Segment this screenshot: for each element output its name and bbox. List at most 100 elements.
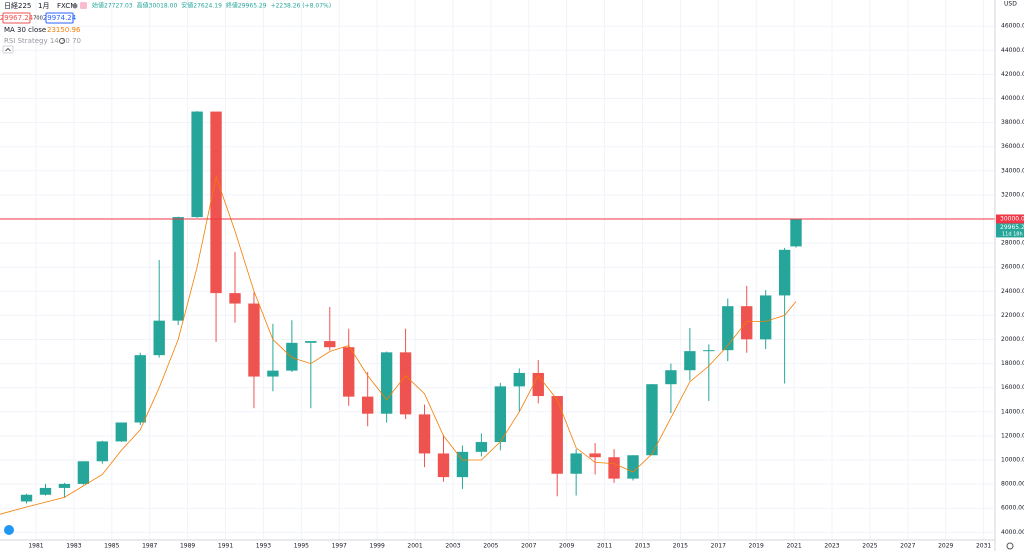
- candle-body: [191, 111, 203, 218]
- x-tick-label: 2017: [711, 543, 726, 550]
- x-tick-label: 1991: [218, 543, 233, 550]
- candle-body: [343, 347, 355, 397]
- candle-body: [96, 441, 109, 462]
- ma-line: [0, 175, 797, 515]
- candle-body: [778, 249, 791, 296]
- candle-body: [494, 386, 507, 443]
- plot: [0, 111, 995, 515]
- eye-icon[interactable]: [59, 38, 65, 44]
- candle-body: [380, 352, 393, 414]
- y-tick-label: 28000.00: [1001, 240, 1024, 247]
- x-tick-label: 2031: [976, 543, 991, 550]
- y-tick-label: 12000.00: [1001, 432, 1024, 439]
- candle-body: [77, 461, 90, 484]
- ohlc-item: 高値30018.00: [137, 2, 178, 10]
- candle-body: [741, 306, 753, 340]
- buy-price[interactable]: 29974.24: [43, 14, 77, 22]
- candle-body: [399, 352, 412, 415]
- candle-body: [589, 453, 601, 458]
- y-tick-label: 8000.00: [1001, 481, 1024, 488]
- candle-body: [58, 483, 71, 488]
- candle-body: [437, 453, 450, 478]
- x-tick-label: 2025: [862, 543, 877, 550]
- candle-body: [286, 342, 298, 371]
- symbol: 日経225: [4, 1, 31, 10]
- interval: 1月: [38, 2, 49, 10]
- candle-body: [418, 414, 431, 454]
- candle-body: [153, 320, 165, 356]
- y-tick-label: 22000.00: [1001, 312, 1024, 319]
- legend: 日経225 1月 FXCM 始値27727.03 高値30018.00 安値2762…: [0, 1, 332, 54]
- candle-body: [665, 370, 677, 385]
- x-tick-label: 2007: [521, 543, 536, 550]
- x-tick-label: 2015: [673, 543, 688, 550]
- y-tick-label: 38000.00: [1001, 119, 1024, 126]
- candle-body: [608, 457, 620, 479]
- x-tick-label: 1989: [180, 543, 195, 550]
- candle-body: [532, 372, 544, 397]
- ma-label: MA 30 close: [4, 26, 46, 34]
- x-tick-label: 2009: [559, 543, 574, 550]
- x-tick-label: 1995: [294, 543, 309, 550]
- collapse-button[interactable]: [2, 45, 14, 54]
- axes: 4000.00 6000.00 8000.00 10000.00 12000.00 140…: [28, 23, 1024, 550]
- last-price-tag: [996, 223, 1024, 238]
- candle-body: [115, 422, 127, 442]
- y-tick-label: 24000.00: [1001, 288, 1024, 295]
- x-tick-label: 1997: [332, 543, 347, 550]
- y-tick-label: 18000.00: [1001, 360, 1024, 367]
- candle-body: [456, 451, 469, 478]
- x-tick-label: 1987: [142, 543, 157, 550]
- x-tick-label: 2001: [407, 543, 422, 550]
- x-tick-label: 1983: [66, 543, 81, 550]
- sell-price[interactable]: 29967.24: [0, 14, 34, 22]
- logo: [4, 525, 14, 535]
- y-tick-label: 42000.00: [1001, 71, 1024, 78]
- y-tick-label: 20000.00: [1001, 336, 1024, 343]
- y-tick-label: 16000.00: [1001, 384, 1024, 391]
- candle-body: [475, 442, 488, 452]
- candle-body: [722, 306, 734, 351]
- y-tick-label: 10000.00: [1001, 456, 1024, 463]
- grid: [0, 0, 995, 540]
- ohlc-item: 始値27727.03: [92, 2, 133, 10]
- chevron: [5, 47, 11, 52]
- x-tick-label: 2029: [938, 543, 953, 550]
- x-tick-label: 1985: [104, 543, 119, 550]
- x-tick-label: 2005: [483, 543, 498, 550]
- buy-box[interactable]: [45, 12, 74, 24]
- y-tick-label: 46000.00: [1001, 23, 1024, 30]
- candle-body: [172, 217, 184, 321]
- x-tick-label: 1981: [28, 543, 43, 550]
- candle-body: [646, 384, 658, 456]
- sell-box[interactable]: [2, 12, 31, 24]
- ohlc-item: +2238.26 (+8.07%): [271, 3, 332, 10]
- candle-body: [570, 453, 582, 474]
- candle-body: [267, 370, 279, 377]
- candle-body: [20, 494, 33, 502]
- currency: USD: [1004, 1, 1017, 8]
- x-tick-label: 1999: [370, 543, 385, 550]
- ohlc-item: 終値29965.29: [226, 2, 267, 10]
- candle-body: [39, 487, 52, 495]
- candle-body: [551, 396, 563, 474]
- candle-body: [513, 372, 525, 387]
- x-tick-label: 2023: [824, 543, 839, 550]
- countdown: 11d 18h: [1002, 231, 1023, 237]
- candle-body: [324, 341, 336, 348]
- spread: 700: [33, 16, 43, 22]
- x-tick-label: 2021: [786, 543, 801, 550]
- candle-body: [684, 351, 696, 371]
- price-line-label: 30000.00: [1000, 215, 1024, 222]
- y-tick-label: 34000.00: [1001, 167, 1024, 174]
- y-tick-label: 32000.00: [1001, 191, 1024, 198]
- strategy: RSI Strategy 14 30 70: [4, 37, 81, 45]
- price-line-tag: [996, 214, 1024, 224]
- x-tick-label: 2013: [635, 543, 650, 550]
- candle-body: [703, 350, 715, 352]
- ma-value: 23150.96: [47, 26, 81, 34]
- settings-icon[interactable]: [1006, 542, 1014, 550]
- candle-body: [210, 111, 222, 294]
- x-tick-label: 2019: [749, 543, 764, 550]
